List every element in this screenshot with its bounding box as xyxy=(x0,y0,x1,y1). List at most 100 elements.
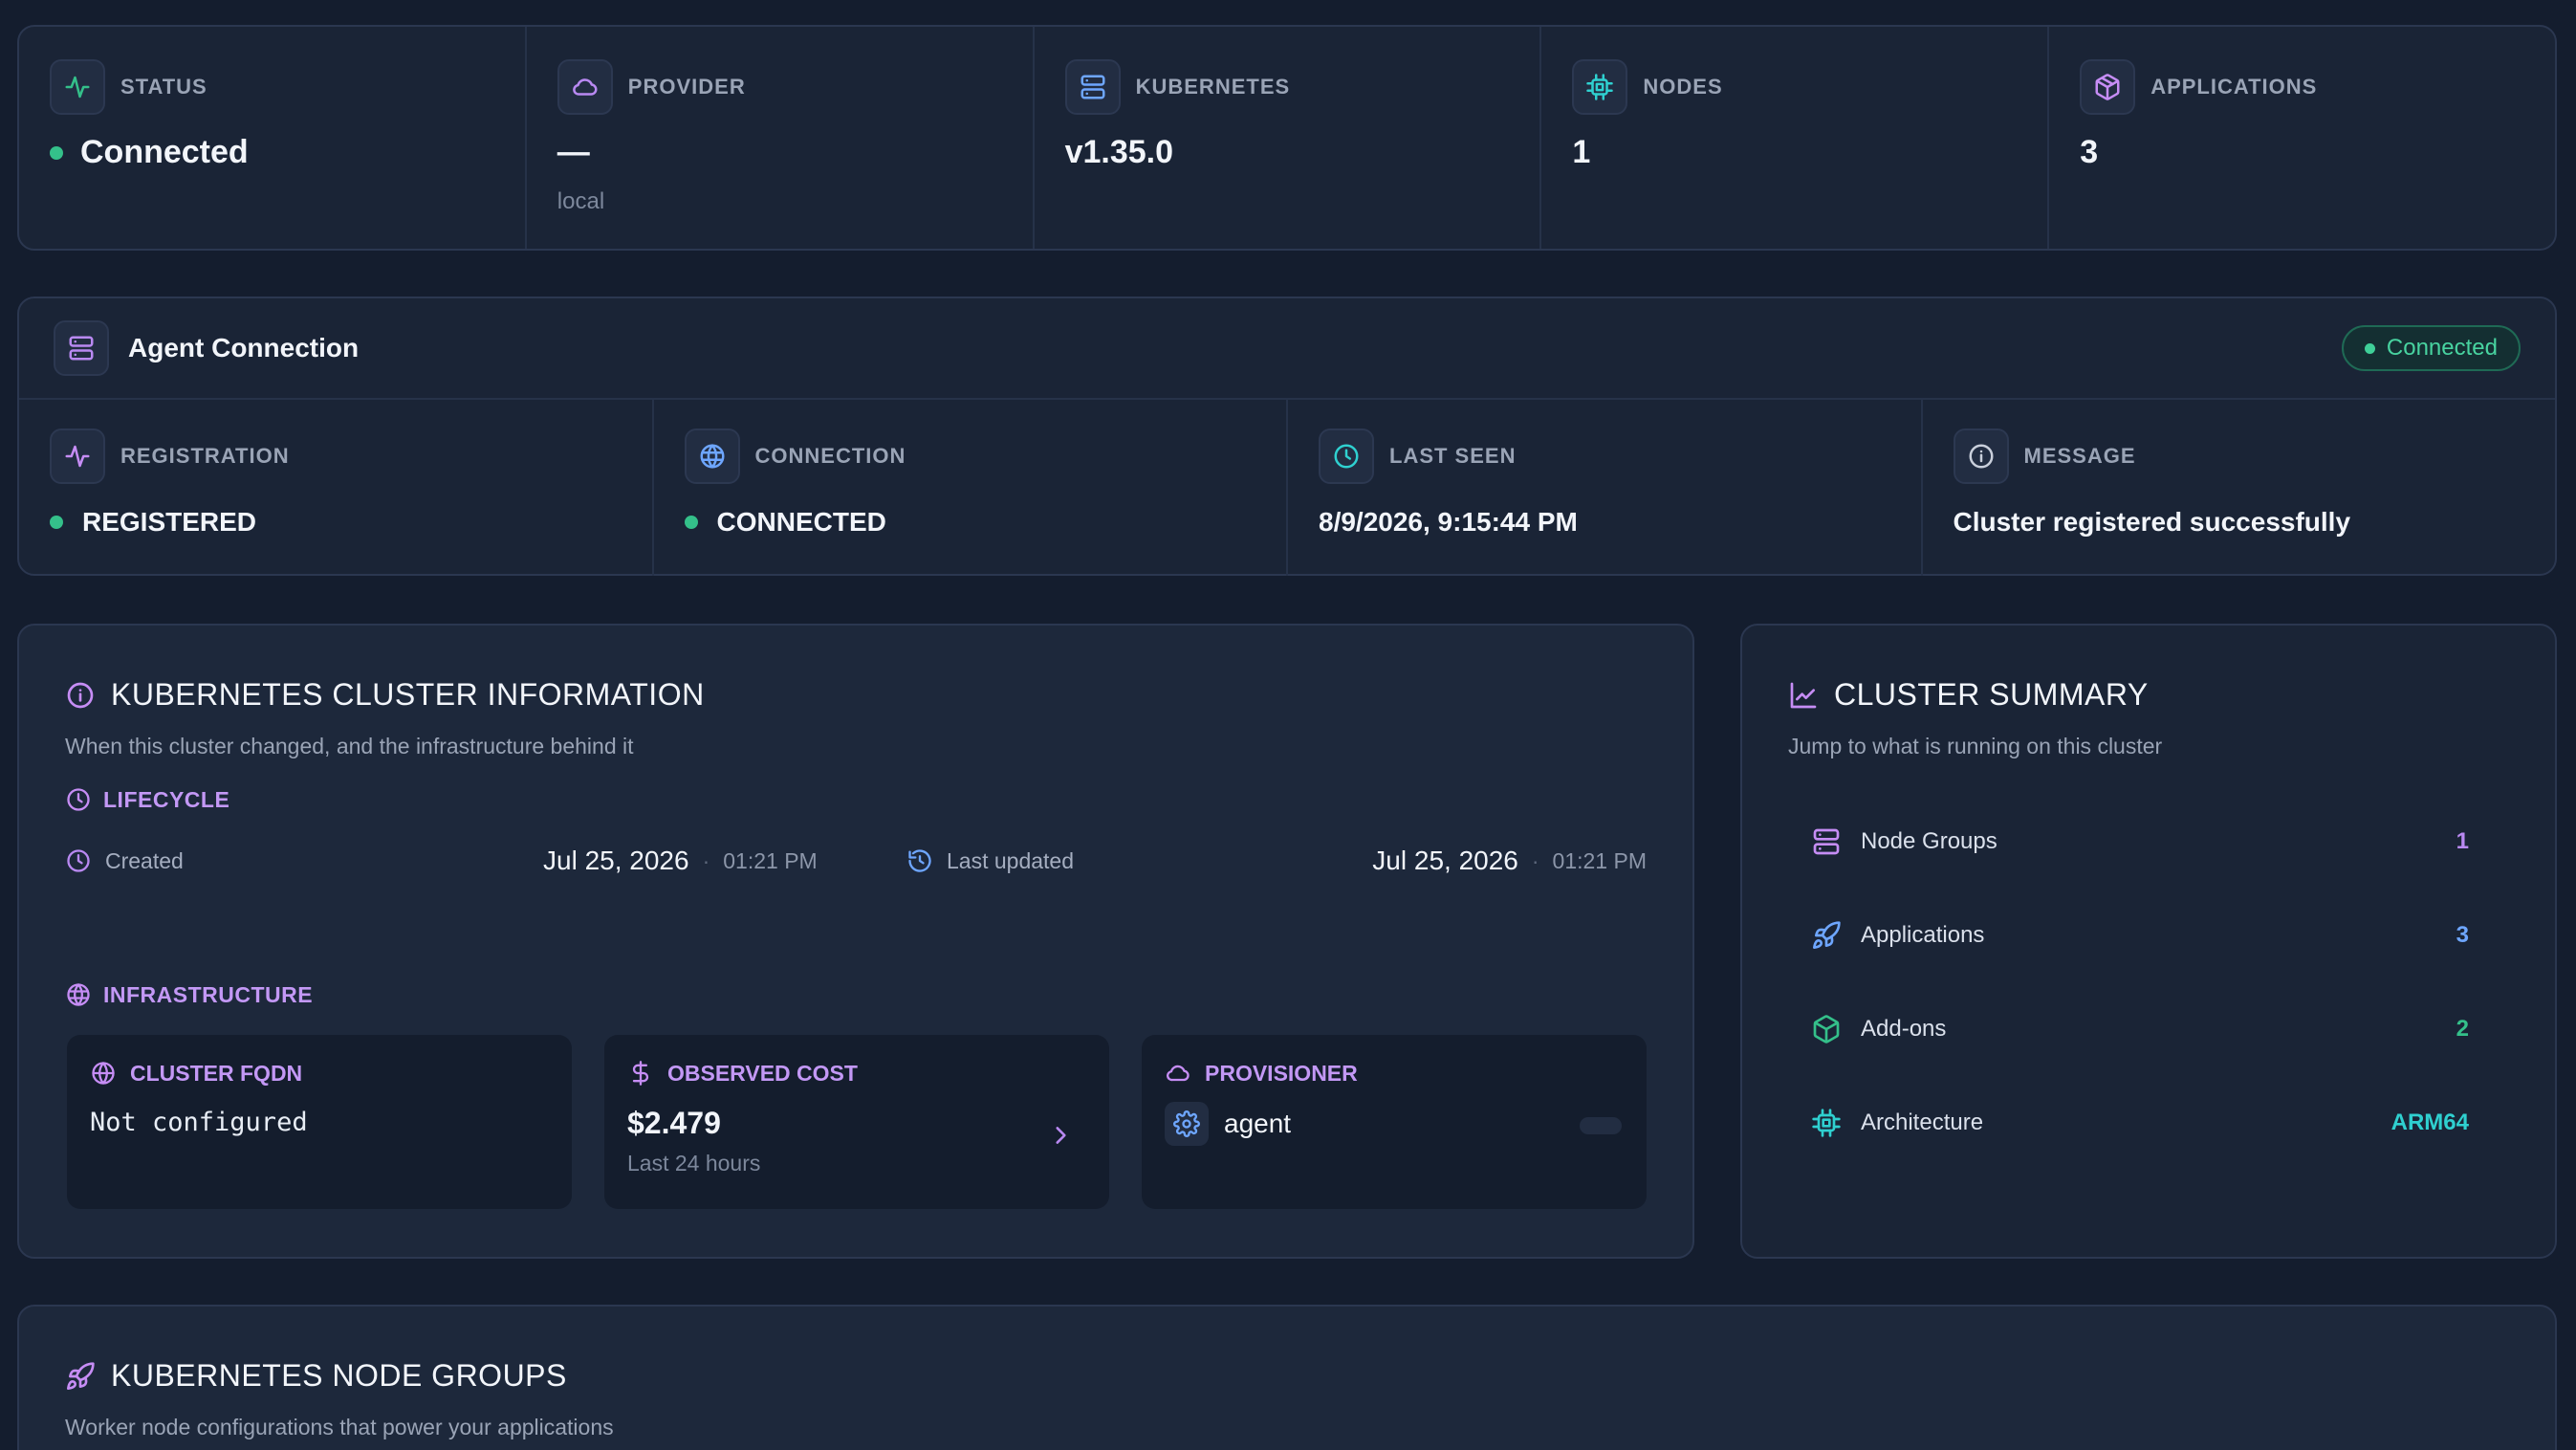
updated-value: Jul 25, 2026 · 01:21 PM xyxy=(1372,846,1647,876)
agent-connection: CONNECTION CONNECTED xyxy=(654,400,1288,576)
stat-label: KUBERNETES xyxy=(1135,75,1291,99)
created-value: Jul 25, 2026 · 01:21 PM xyxy=(543,846,818,876)
cpu-icon xyxy=(1811,1108,1842,1138)
cloud-icon xyxy=(1165,1060,1191,1087)
globe-icon xyxy=(90,1060,117,1087)
badge-label: Connected xyxy=(2386,335,2498,361)
provisioner-tile: PROVISIONER agent xyxy=(1142,1035,1647,1209)
cell-value: Cluster registered successfully xyxy=(1953,507,2351,537)
observed-cost-tile[interactable]: OBSERVED COST $2.479 Last 24 hours xyxy=(604,1035,1109,1209)
stat-value: 1 xyxy=(1572,134,1591,170)
globe-icon xyxy=(684,428,740,484)
rocket-icon xyxy=(1811,920,1842,951)
section-title: KUBERNETES NODE GROUPS xyxy=(111,1358,567,1393)
lifecycle-label: LIFECYCLE xyxy=(103,786,230,812)
summary-row-applications[interactable]: Applications 3 xyxy=(1811,916,2469,955)
section-title: CLUSTER SUMMARY xyxy=(1834,677,2149,712)
fqdn-value: Not configured xyxy=(90,1108,308,1137)
separator-dot: · xyxy=(702,847,710,873)
row-label: Node Groups xyxy=(1861,828,1997,854)
row-value: 3 xyxy=(2456,922,2469,948)
provisioner-value: agent xyxy=(1224,1109,1292,1138)
info-icon xyxy=(1953,428,2009,484)
created-date: Jul 25, 2026 xyxy=(543,846,689,875)
stat-value: — xyxy=(557,134,590,170)
status-dot xyxy=(50,145,63,160)
status-dot xyxy=(684,516,698,529)
section-description: Worker node configurations that power yo… xyxy=(65,1415,614,1439)
server-icon xyxy=(54,320,109,376)
cell-label: CONNECTION xyxy=(754,444,906,468)
cloud-icon xyxy=(557,59,613,115)
row-value: 2 xyxy=(2456,1016,2469,1042)
cluster-information-card: KUBERNETES CLUSTER INFORMATION When this… xyxy=(17,624,1694,1259)
updated-label: Last updated xyxy=(947,847,1075,873)
row-value: ARM64 xyxy=(2390,1109,2469,1135)
stat-label: NODES xyxy=(1643,75,1723,99)
summary-row-architecture[interactable]: Architecture ARM64 xyxy=(1811,1104,2469,1142)
clock-icon xyxy=(1319,428,1374,484)
stat-nodes: NODES 1 xyxy=(1541,27,2050,249)
agent-last-seen: LAST SEEN 8/9/2026, 9:15:44 PM xyxy=(1288,400,1923,576)
status-dot xyxy=(50,516,63,529)
dollar-icon xyxy=(627,1060,654,1087)
lifecycle-row: Created Jul 25, 2026 · 01:21 PM Last upd… xyxy=(65,846,1647,884)
summary-heading: CLUSTER SUMMARY xyxy=(1788,677,2162,713)
summary-row-node-groups[interactable]: Node Groups 1 xyxy=(1811,823,2469,861)
summary-row-addons[interactable]: Add-ons 2 xyxy=(1811,1010,2469,1048)
clock-icon xyxy=(65,786,92,813)
stat-applications: APPLICATIONS 3 xyxy=(2049,27,2555,249)
agent-title: Agent Connection xyxy=(128,333,360,362)
globe-icon xyxy=(65,981,92,1008)
cluster-summary-card: CLUSTER SUMMARY Jump to what is running … xyxy=(1740,624,2557,1259)
cluster-fqdn-tile: CLUSTER FQDN Not configured xyxy=(67,1035,572,1209)
agent-message: MESSAGE Cluster registered successfully xyxy=(1923,400,2556,576)
activity-icon xyxy=(50,428,105,484)
toggle-placeholder xyxy=(1580,1117,1622,1134)
package-icon xyxy=(1811,1014,1842,1044)
gear-icon xyxy=(1165,1102,1209,1146)
agent-registration: REGISTRATION REGISTERED xyxy=(19,400,654,576)
infrastructure-label: INFRASTRUCTURE xyxy=(103,981,314,1007)
lifecycle-heading: LIFECYCLE xyxy=(65,786,229,813)
cell-label: MESSAGE xyxy=(2023,444,2136,468)
stat-kubernetes: KUBERNETES v1.35.0 xyxy=(1035,27,1542,249)
history-icon xyxy=(906,847,933,874)
stat-label: APPLICATIONS xyxy=(2150,75,2318,99)
server-icon xyxy=(1811,826,1842,857)
cost-sub: Last 24 hours xyxy=(627,1151,761,1175)
cell-label: LAST SEEN xyxy=(1389,444,1517,468)
stats-bar: STATUS Connected PROVIDER — local KUBERN… xyxy=(17,25,2557,251)
chevron-right-icon[interactable] xyxy=(1048,1123,1073,1148)
provisioner-label: PROVISIONER xyxy=(1205,1060,1358,1086)
cost-label: OBSERVED COST xyxy=(667,1060,858,1086)
separator-dot: · xyxy=(1531,847,1539,873)
stat-label: PROVIDER xyxy=(627,75,746,99)
info-icon xyxy=(65,680,96,711)
section-description: Jump to what is running on this cluster xyxy=(1788,734,2163,758)
activity-icon xyxy=(50,59,105,115)
stat-value: v1.35.0 xyxy=(1064,134,1174,170)
stat-provider: PROVIDER — local xyxy=(527,27,1035,249)
package-icon xyxy=(2080,59,2136,115)
cell-value: REGISTERED xyxy=(82,507,257,537)
info-heading: KUBERNETES CLUSTER INFORMATION xyxy=(65,677,705,713)
clock-icon xyxy=(65,847,92,874)
cell-value: 8/9/2026, 9:15:44 PM xyxy=(1319,507,1578,537)
updated-label-group: Last updated xyxy=(906,847,1074,874)
section-title: KUBERNETES CLUSTER INFORMATION xyxy=(111,677,705,712)
node-groups-card: KUBERNETES NODE GROUPS Worker node confi… xyxy=(17,1305,2557,1450)
badge-dot xyxy=(2364,342,2375,354)
server-icon xyxy=(1064,59,1121,115)
created-label: Created xyxy=(105,847,184,873)
created-label-group: Created xyxy=(65,847,184,874)
updated-time: 01:21 PM xyxy=(1552,847,1647,873)
rocket-icon xyxy=(65,1361,96,1392)
infrastructure-heading: INFRASTRUCTURE xyxy=(65,981,313,1008)
row-label: Add-ons xyxy=(1861,1016,1947,1042)
agent-connection-card: Agent Connection Connected REGISTRATION … xyxy=(17,297,2557,576)
cell-value: CONNECTED xyxy=(716,507,886,537)
cell-label: REGISTRATION xyxy=(120,444,290,468)
stat-value: Connected xyxy=(80,134,249,170)
cpu-icon xyxy=(1572,59,1628,115)
